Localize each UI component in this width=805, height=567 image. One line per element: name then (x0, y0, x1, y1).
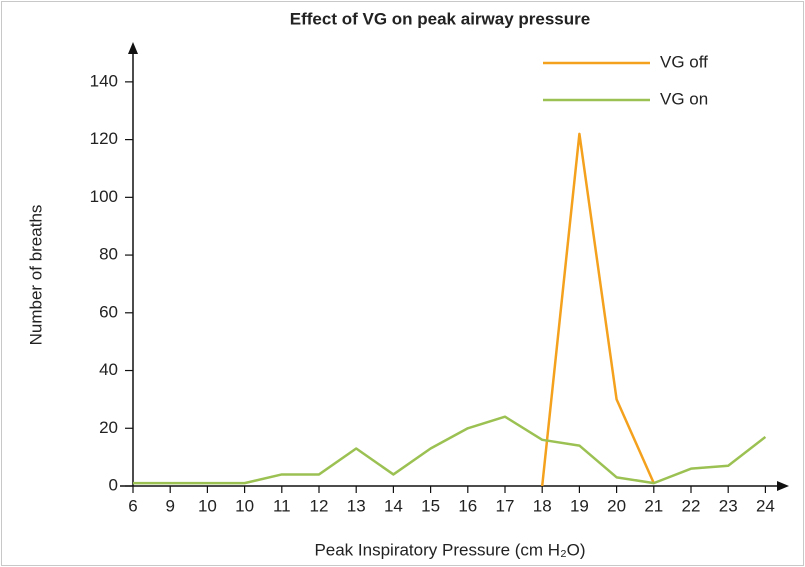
x-tick-label: 19 (570, 496, 589, 515)
series-line (540, 132, 655, 487)
y-tick-label: 40 (99, 360, 118, 379)
x-tick-label: 20 (607, 496, 626, 515)
x-tick-label: 11 (273, 496, 291, 515)
x-tick-label: 10 (198, 496, 217, 515)
x-tick-label: 24 (756, 496, 775, 515)
series-line (133, 415, 767, 485)
y-axis-label: Number of breaths (26, 205, 45, 346)
x-tick-label: 17 (496, 496, 515, 515)
y-tick-label: 120 (90, 129, 118, 148)
x-tick-label: 14 (384, 496, 403, 515)
x-tick-label: 18 (533, 496, 552, 515)
chart-title: Effect of VG on peak airway pressure (290, 9, 590, 28)
x-tick-label: 13 (347, 496, 366, 515)
x-axis-arrow (777, 481, 789, 491)
y-axis-arrow (128, 42, 138, 54)
x-axis-label: Peak Inspiratory Pressure (cm H₂O) (314, 540, 585, 559)
x-tick-label: 21 (644, 496, 663, 515)
x-tick-label: 6 (128, 496, 137, 515)
y-tick-label: 60 (99, 302, 118, 321)
x-tick-label: 23 (719, 496, 738, 515)
x-tick-label: 22 (682, 496, 701, 515)
x-tick-label: 16 (458, 496, 477, 515)
x-tick-label: 15 (421, 496, 440, 515)
x-tick-label: 10 (235, 496, 254, 515)
y-tick-label: 20 (99, 418, 118, 437)
legend-label: VG off (660, 52, 708, 71)
y-tick-label: 0 (109, 475, 118, 494)
y-tick-label: 100 (90, 187, 118, 206)
y-tick-label: 140 (90, 71, 118, 90)
legend-label: VG on (660, 89, 708, 108)
x-tick-label: 9 (165, 496, 174, 515)
x-tick-label: 12 (310, 496, 329, 515)
y-tick-label: 80 (99, 245, 118, 264)
